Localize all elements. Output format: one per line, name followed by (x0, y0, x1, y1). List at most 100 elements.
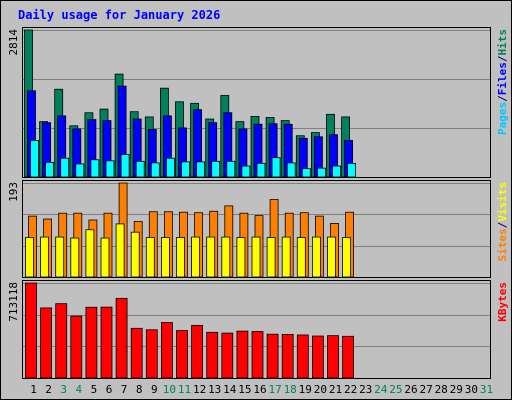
chart-title: Daily usage for January 2026 (18, 8, 220, 22)
x-tick-label: 19 (299, 383, 312, 396)
bar-sites-day-14 (221, 236, 231, 278)
x-tick-label: 7 (121, 383, 128, 396)
bar-kbytes-day-15 (236, 330, 249, 379)
bar-sites-day-19 (296, 237, 306, 278)
bar-sites-day-4 (70, 237, 80, 278)
x-tick-label: 17 (268, 383, 281, 396)
bar-sites-day-9 (145, 237, 155, 278)
x-tick-label: 30 (465, 383, 478, 396)
bar-kbytes-day-21 (327, 335, 339, 379)
x-tick-label: 23 (359, 383, 372, 396)
bar-pages-day-21 (332, 165, 341, 178)
legend-pages-files-hits: Pages/Files/Hits (496, 29, 509, 135)
bar-pages-day-2 (45, 161, 54, 178)
bar-pages-day-16 (256, 163, 266, 178)
bar-kbytes-day-17 (266, 333, 279, 379)
bar-pages-day-17 (271, 157, 281, 178)
bar-pages-day-6 (105, 160, 115, 178)
bar-kbytes-day-1 (25, 282, 37, 379)
x-tick-label: 16 (253, 383, 266, 396)
bar-sites-day-17 (266, 237, 276, 278)
x-tick-label: 26 (404, 383, 417, 396)
x-tick-label: 20 (314, 383, 327, 396)
bar-sites-day-10 (160, 237, 170, 278)
bar-sites-day-12 (191, 236, 201, 278)
bar-kbytes-day-3 (55, 303, 68, 379)
bar-sites-day-15 (236, 237, 246, 278)
bar-pages-day-4 (75, 163, 85, 178)
bar-kbytes-day-9 (145, 329, 158, 379)
legend-item: Sites (496, 228, 509, 261)
x-tick-label: 8 (136, 383, 143, 396)
x-tick-label: 28 (435, 383, 448, 396)
panel-kbytes: 713118 KBytes (7, 280, 509, 379)
bar-kbytes-day-14 (221, 332, 234, 379)
legend-item: / (496, 95, 509, 102)
bar-pages-day-8 (135, 160, 145, 178)
bar-pages-day-1 (30, 140, 39, 178)
bar-sites-day-3 (55, 236, 65, 278)
x-tick-label: 13 (208, 383, 221, 396)
y-max-label: 713118 (7, 282, 20, 322)
x-tick-label: 29 (450, 383, 463, 396)
bar-kbytes-day-18 (281, 334, 294, 379)
bar-sites-day-13 (206, 236, 216, 278)
bar-pages-day-13 (211, 160, 221, 178)
bar-sites-day-7 (115, 223, 125, 278)
x-tick-label: 12 (193, 383, 206, 396)
bar-kbytes-day-7 (115, 297, 128, 379)
y-max-label: 2814 (7, 29, 20, 56)
x-tick-label: 15 (238, 383, 251, 396)
bar-kbytes-day-4 (70, 315, 83, 379)
bar-sites-day-5 (85, 229, 95, 278)
y-max-label: 193 (7, 182, 20, 202)
bar-kbytes-day-13 (206, 331, 219, 379)
x-tick-label: 14 (223, 383, 237, 396)
bar-pages-day-19 (301, 168, 311, 178)
x-tick-label: 27 (419, 383, 432, 396)
legend-item: / (496, 221, 509, 228)
bar-kbytes-day-12 (191, 324, 204, 379)
legend-item: Files (496, 62, 509, 95)
bar-kbytes-day-8 (130, 327, 143, 379)
bar-pages-day-12 (196, 161, 206, 178)
bar-sites-day-16 (251, 236, 261, 278)
bar-pages-day-22 (347, 163, 357, 178)
bar-sites-day-21 (327, 236, 336, 278)
x-tick-label: 18 (284, 383, 297, 396)
x-tick-label: 2 (45, 383, 52, 396)
bar-pages-day-20 (316, 167, 326, 178)
x-tick-label: 3 (60, 383, 67, 396)
bar-sites-day-22 (342, 237, 352, 278)
legend-visits-sites: Sites/Visits (496, 182, 509, 262)
legend-kbytes: KBytes (496, 282, 509, 322)
bar-sites-day-20 (311, 236, 321, 278)
bar-pages-day-11 (181, 161, 190, 178)
bar-sites-day-1 (25, 237, 34, 278)
x-tick-label: 25 (389, 383, 402, 396)
legend-item: Hits (496, 29, 509, 56)
panel-visits-sites: 193 Sites/Visits (7, 180, 509, 278)
x-tick-label: 4 (75, 383, 82, 396)
bar-kbytes-day-2 (40, 307, 52, 379)
bar-sites-day-18 (281, 236, 291, 278)
bar-kbytes-day-5 (85, 306, 98, 379)
bar-kbytes-day-6 (100, 306, 113, 379)
bar-kbytes-day-16 (251, 331, 264, 379)
chart-panels: 2814Pages/Files/Hits193Sites/Visits71311… (7, 27, 509, 379)
bar-pages-day-3 (60, 157, 70, 178)
bar-kbytes-day-19 (296, 334, 309, 379)
x-tick-label: 10 (163, 383, 176, 396)
bar-kbytes-day-11 (176, 330, 188, 379)
x-tick-label: 1 (30, 383, 37, 396)
legend-item: / (496, 55, 509, 62)
bar-sites-day-8 (130, 231, 140, 278)
legend-item: Pages (496, 102, 509, 135)
x-tick-label: 22 (344, 383, 357, 396)
x-tick-label: 24 (374, 383, 388, 396)
bar-kbytes-day-20 (311, 335, 324, 379)
x-tick-label: 11 (178, 383, 191, 396)
bar-pages-day-18 (286, 162, 296, 178)
